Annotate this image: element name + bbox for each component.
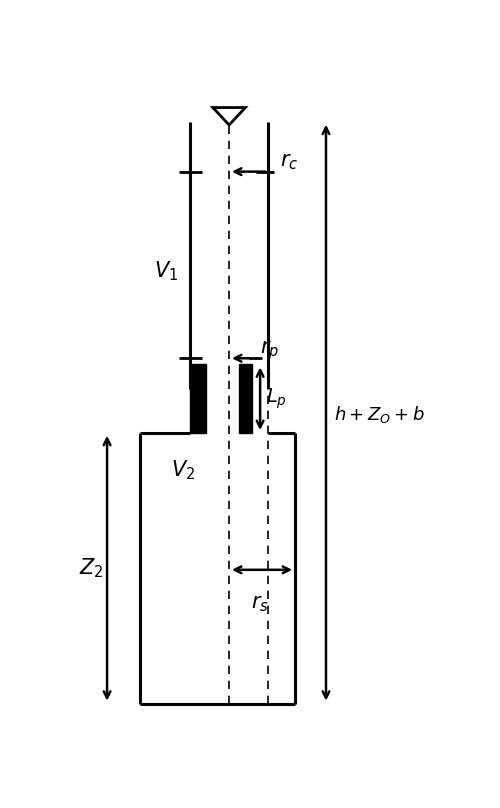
Text: $r_c$: $r_c$ — [280, 153, 298, 172]
Text: $V_2$: $V_2$ — [170, 458, 194, 482]
Text: $r_p$: $r_p$ — [260, 339, 280, 361]
Text: $r_s$: $r_s$ — [251, 595, 269, 614]
Bar — [190, 364, 206, 433]
Text: $h + Z_O + b$: $h + Z_O + b$ — [334, 404, 424, 425]
Text: $V_1$: $V_1$ — [154, 259, 178, 283]
Bar — [239, 364, 252, 433]
Text: $Z_2$: $Z_2$ — [79, 556, 104, 579]
Text: $L_p$: $L_p$ — [266, 386, 287, 411]
